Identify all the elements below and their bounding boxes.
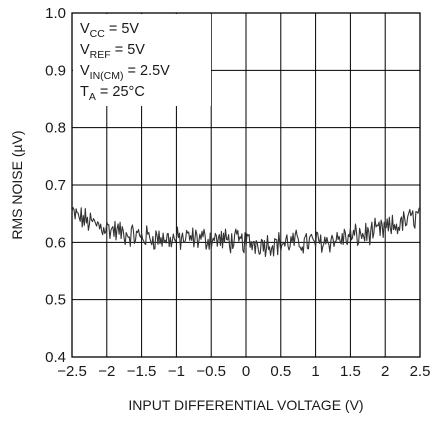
condition-line: VCC = 5V bbox=[80, 21, 139, 40]
y-tick-labels: 0.4 0.5 0.6 0.7 0.8 0.9 1.0 bbox=[45, 5, 66, 366]
x-tick-label: 0 bbox=[242, 363, 250, 380]
y-tick-label: 0.4 bbox=[45, 349, 66, 366]
x-tick-label: −1 bbox=[168, 363, 185, 380]
x-tick-label: 1.5 bbox=[340, 363, 361, 380]
x-tick-label: 2.5 bbox=[410, 363, 431, 380]
x-tick-label: −0.5 bbox=[196, 363, 226, 380]
condition-line: VIN(CM) = 2.5V bbox=[80, 63, 170, 82]
x-tick-label: −2 bbox=[98, 363, 115, 380]
x-tick-label: 2 bbox=[381, 363, 389, 380]
y-tick-label: 1.0 bbox=[45, 5, 66, 22]
y-tick-label: 0.5 bbox=[45, 292, 66, 309]
x-tick-label: −2.5 bbox=[57, 363, 87, 380]
x-tick-label: −1.5 bbox=[127, 363, 157, 380]
condition-line: TA = 25°C bbox=[80, 84, 145, 103]
condition-line: VREF = 5V bbox=[80, 42, 145, 61]
conditions-annotation: VCC = 5V VREF = 5V VIN(CM) = 2.5V TA = 25°C bbox=[80, 21, 170, 103]
y-tick-label: 0.8 bbox=[45, 120, 66, 137]
x-tick-label: 0.5 bbox=[270, 363, 291, 380]
x-tick-label: 1 bbox=[311, 363, 319, 380]
plot-frame bbox=[71, 12, 421, 358]
y-tick-label: 0.6 bbox=[45, 234, 66, 251]
y-tick-label: 0.7 bbox=[45, 177, 66, 194]
x-tick-labels: −2.5 −2 −1.5 −1 −0.5 0 0.5 1 1.5 2 2.5 bbox=[57, 363, 430, 380]
y-tick-label: 0.9 bbox=[45, 62, 66, 79]
annotation-background bbox=[73, 14, 211, 106]
noise-series-line bbox=[71, 206, 421, 258]
x-axis-title: INPUT DIFFERENTIAL VOLTAGE (V) bbox=[128, 397, 363, 413]
noise-traces bbox=[71, 206, 421, 258]
y-axis-title: RMS NOISE (µV) bbox=[9, 130, 25, 239]
